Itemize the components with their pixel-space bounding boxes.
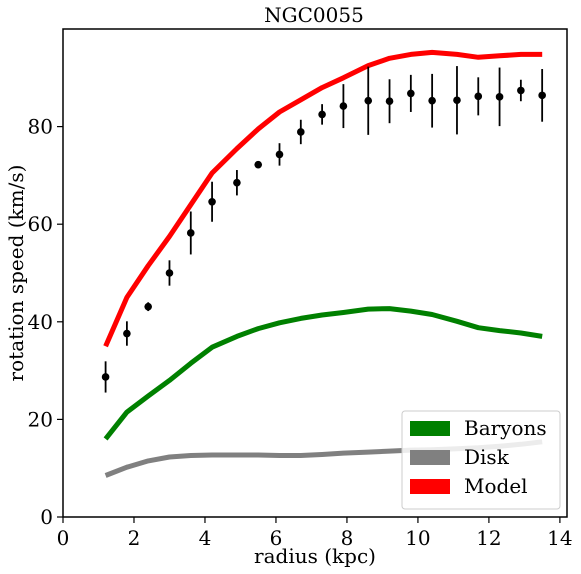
series-line-baryons xyxy=(103,306,543,441)
y-tick-label: 60 xyxy=(28,212,53,236)
y-tick-label: 80 xyxy=(28,115,53,139)
data-point xyxy=(123,329,131,338)
x-tick-label: 0 xyxy=(57,526,70,550)
series-line-model xyxy=(103,49,543,348)
data-point xyxy=(385,97,394,106)
legend-swatch-baryons xyxy=(410,421,450,436)
data-point xyxy=(474,92,483,101)
y-tick-label: 0 xyxy=(40,505,53,529)
data-point xyxy=(297,128,305,136)
legend-label-model: Model xyxy=(464,474,528,498)
data-point xyxy=(254,160,263,169)
data-point xyxy=(233,178,241,187)
legend-label-baryons: Baryons xyxy=(464,416,547,440)
data-point xyxy=(101,373,110,381)
data-point xyxy=(165,269,174,277)
axis-ticks: 0 2 4 6 8 10 12 14 0 20 40 60 80 xyxy=(28,115,573,550)
data-point xyxy=(407,89,415,98)
data-point xyxy=(364,96,373,105)
plot-area xyxy=(101,49,546,478)
plot-frame xyxy=(62,28,568,518)
x-tick-label: 4 xyxy=(199,526,212,550)
legend-label-disk: Disk xyxy=(464,445,510,469)
data-point xyxy=(275,150,284,159)
data-point xyxy=(538,91,546,100)
y-tick-label: 20 xyxy=(28,407,53,431)
data-point xyxy=(186,229,195,237)
y-axis-label: rotation speed (km/s) xyxy=(4,165,28,382)
data-point xyxy=(517,86,525,95)
data-point xyxy=(208,197,216,206)
data-point xyxy=(428,96,436,105)
data-point xyxy=(495,93,504,101)
legend: Baryons Disk Model xyxy=(401,410,561,510)
data-point xyxy=(144,302,152,311)
legend-swatch-disk xyxy=(410,450,450,465)
data-point xyxy=(339,102,348,110)
chart-title: NGC0055 xyxy=(264,3,364,27)
y-tick-label: 40 xyxy=(28,310,53,334)
data-point xyxy=(318,110,326,119)
x-tick-label: 2 xyxy=(128,526,141,550)
x-tick-label: 8 xyxy=(341,526,354,550)
data-point xyxy=(453,96,461,105)
legend-swatch-model xyxy=(410,479,450,494)
x-tick-label: 12 xyxy=(476,526,501,550)
x-axis-label: radius (kpc) xyxy=(254,544,376,568)
x-tick-label: 6 xyxy=(270,526,283,550)
x-tick-label: 14 xyxy=(547,526,572,550)
x-tick-label: 10 xyxy=(405,526,430,550)
